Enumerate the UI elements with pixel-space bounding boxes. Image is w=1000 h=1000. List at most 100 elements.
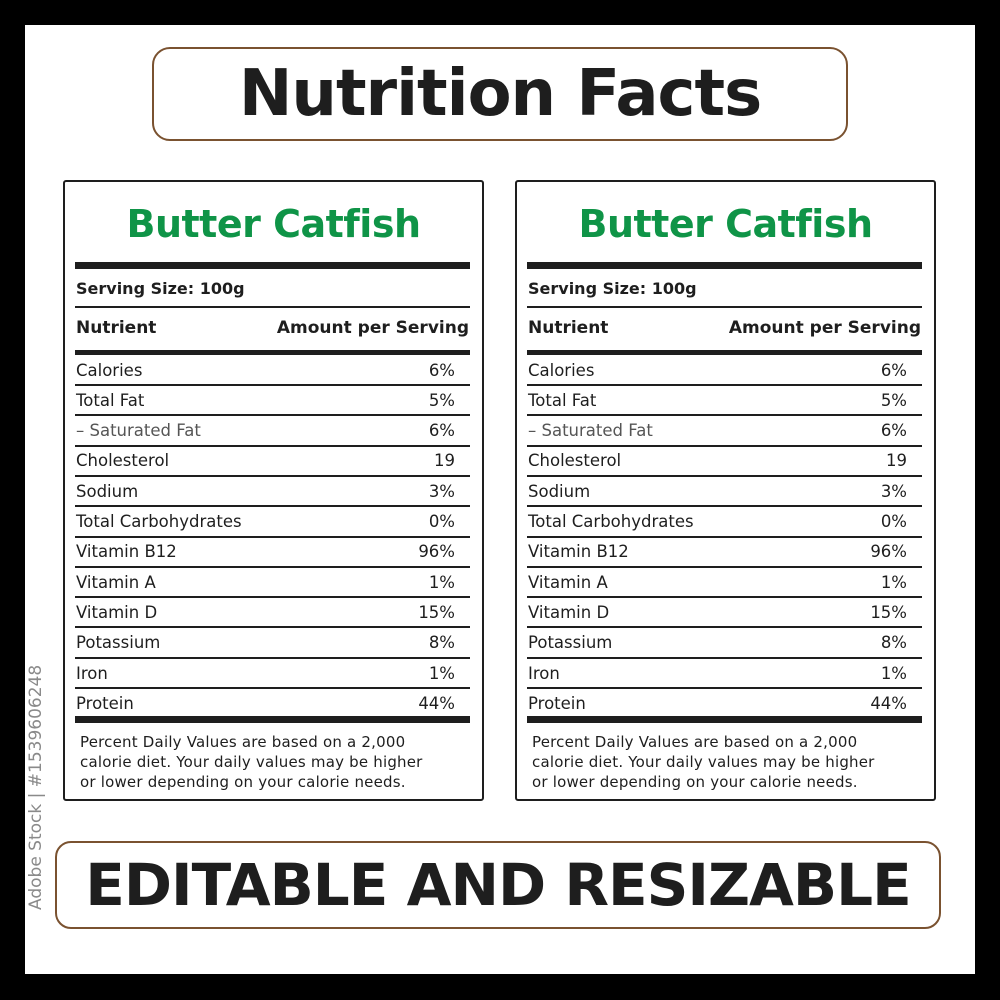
nutrition-label: Butter Catfish Serving Size: 100g Nutrie…: [515, 180, 936, 801]
nutrient-row: Total Fat 5%: [528, 385, 907, 415]
footnote-line: or lower depending on your calorie needs…: [532, 773, 858, 791]
nutrient-name: Protein: [76, 693, 134, 713]
nutrient-row: – Saturated Fat 6%: [528, 416, 907, 446]
divider-thick: [527, 716, 922, 723]
row-divider: [75, 656, 470, 659]
footnote-line: or lower depending on your calorie needs…: [80, 773, 406, 791]
nutrient-row: Vitamin D 15%: [528, 597, 907, 627]
nutrient-value: 8%: [428, 633, 455, 653]
nutrient-row: Sodium 3%: [76, 476, 455, 506]
row-divider: [527, 414, 922, 417]
row-divider: [527, 565, 922, 568]
footer-banner: EDITABLE AND RESIZABLE: [55, 841, 941, 929]
nutrient-row: Vitamin B12 96%: [76, 537, 455, 567]
nutrient-row: Total Carbohydrates 0%: [528, 507, 907, 537]
nutrient-name: Potassium: [528, 633, 613, 653]
divider-thick: [75, 716, 470, 723]
row-divider: [527, 505, 922, 508]
row-divider: [75, 626, 470, 629]
footnote-line: Percent Daily Values are based on a 2,00…: [532, 733, 858, 751]
serving-size: Serving Size: 100g: [76, 279, 245, 298]
nutrient-name: Total Fat: [528, 390, 597, 410]
nutrient-value: 5%: [428, 390, 455, 410]
row-divider: [75, 474, 470, 477]
nutrient-name: – Saturated Fat: [76, 421, 201, 441]
nutrient-value: 5%: [880, 390, 907, 410]
nutrient-name: Cholesterol: [76, 451, 170, 471]
row-divider: [75, 687, 470, 689]
nutrient-value: 15%: [418, 602, 455, 622]
nutrition-label: Butter Catfish Serving Size: 100g Nutrie…: [63, 180, 484, 801]
row-divider: [527, 687, 922, 689]
footnote: Percent Daily Values are based on a 2,00…: [532, 732, 927, 792]
divider: [75, 306, 470, 308]
nutrient-value: 1%: [880, 663, 907, 683]
nutrient-name: – Saturated Fat: [528, 421, 653, 441]
row-divider: [75, 444, 470, 447]
nutrient-name: Sodium: [76, 481, 139, 501]
nutrient-value: 8%: [880, 633, 907, 653]
nutrient-value: 15%: [870, 602, 907, 622]
nutrient-row: Calories 6%: [76, 355, 455, 385]
footnote-line: Percent Daily Values are based on a 2,00…: [80, 733, 406, 751]
nutrient-name: Total Carbohydrates: [76, 512, 242, 531]
nutrient-row: Total Carbohydrates 0%: [76, 507, 455, 537]
nutrient-name: Protein: [528, 693, 586, 713]
divider-thick: [75, 350, 470, 355]
nutrient-value: 0%: [428, 512, 455, 531]
row-divider: [75, 535, 470, 538]
nutrient-row: Vitamin B12 96%: [528, 537, 907, 567]
nutrient-value: 6%: [880, 360, 907, 380]
nutrient-value: 1%: [428, 663, 455, 683]
nutrient-value: 6%: [880, 421, 907, 441]
nutrient-name: Vitamin B12: [528, 542, 629, 562]
nutrient-value: 6%: [428, 360, 455, 380]
nutrient-row: – Saturated Fat 6%: [76, 416, 455, 446]
row-divider: [527, 474, 922, 477]
nutrient-name: Vitamin A: [528, 572, 608, 592]
row-divider: [527, 535, 922, 538]
nutrient-row: Vitamin A 1%: [76, 567, 455, 597]
nutrient-row: Sodium 3%: [528, 476, 907, 506]
nutrient-value: 19: [886, 451, 907, 471]
nutrient-row: Total Fat 5%: [76, 385, 455, 415]
nutrient-value: 1%: [428, 572, 455, 592]
row-divider: [75, 505, 470, 508]
nutrient-name: Sodium: [528, 481, 591, 501]
nutrient-row: Iron 1%: [76, 658, 455, 688]
title-banner: Nutrition Facts: [152, 47, 848, 141]
nutrient-value: 96%: [418, 542, 455, 562]
row-divider: [75, 414, 470, 417]
nutrient-row: Protein 44%: [528, 688, 907, 718]
row-divider: [527, 626, 922, 629]
footnote-line: calorie diet. Your daily values may be h…: [80, 753, 423, 771]
row-divider: [527, 384, 922, 386]
row-divider: [527, 596, 922, 599]
nutrient-row: Protein 44%: [76, 688, 455, 718]
column-header-nutrient: Nutrient: [76, 318, 157, 338]
footnote-line: calorie diet. Your daily values may be h…: [532, 753, 875, 771]
nutrient-row: Iron 1%: [528, 658, 907, 688]
nutrient-name: Potassium: [76, 633, 161, 653]
nutrient-value: 3%: [880, 481, 907, 501]
row-divider: [75, 384, 470, 386]
nutrient-name: Total Fat: [76, 390, 145, 410]
divider-thick: [527, 350, 922, 355]
nutrient-row: Cholesterol 19: [76, 446, 455, 476]
nutrient-value: 6%: [428, 421, 455, 441]
row-divider: [527, 444, 922, 447]
nutrient-name: Vitamin D: [528, 602, 610, 622]
nutrient-name: Vitamin B12: [76, 542, 177, 562]
nutrient-value: 44%: [870, 693, 907, 713]
nutrient-name: Vitamin D: [76, 602, 158, 622]
row-divider: [527, 656, 922, 659]
divider-thick: [75, 262, 470, 269]
footnote: Percent Daily Values are based on a 2,00…: [80, 732, 475, 792]
column-header-nutrient: Nutrient: [528, 318, 609, 338]
nutrient-row: Potassium 8%: [76, 628, 455, 658]
row-divider: [75, 596, 470, 599]
food-name: Butter Catfish: [578, 202, 873, 246]
nutrient-name: Iron: [528, 663, 560, 683]
column-header-amount: Amount per Serving: [276, 318, 469, 338]
nutrient-row: Vitamin A 1%: [528, 567, 907, 597]
